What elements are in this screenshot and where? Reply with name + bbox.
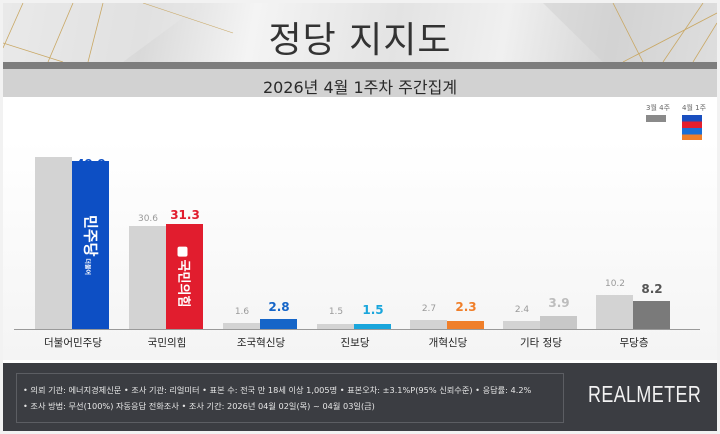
- bar-current: 국민의힘: [166, 224, 203, 329]
- bar-group-ppp: 30.6 31.3 국민의힘 국민의힘: [129, 140, 205, 360]
- page-subtitle: 2026년 4월 1주차 주간집계: [262, 78, 458, 97]
- bar-current: [354, 324, 391, 329]
- value-previous: 2.7: [421, 304, 437, 314]
- bar-current: [540, 316, 577, 329]
- category-label: 무당층: [619, 337, 649, 349]
- legend-swatch-current: [682, 115, 702, 141]
- bar-group-democratic: 51.1 49.9 민주당더불어 더불어민주당: [35, 140, 111, 360]
- bar-group-rebuilding: 1.6 2.8 조국혁신당: [223, 140, 299, 360]
- ppp-logo-icon: 국민의힘: [175, 246, 194, 307]
- page-title: 정당 지지도: [268, 20, 452, 61]
- bar-current: [447, 321, 484, 329]
- value-previous: 1.6: [234, 307, 250, 317]
- value-previous: 30.6: [137, 214, 159, 224]
- bar-current: [633, 301, 670, 329]
- category-label: 기타 정당: [520, 337, 562, 349]
- bar-group-reform: 2.7 2.3 개혁신당: [410, 140, 486, 360]
- value-current: 1.5: [362, 303, 384, 317]
- value-current: 8.2: [641, 282, 663, 296]
- survey-info-line-2: • 조사 방법: 무선(100%) 자동응답 전화조사 • 조사 기간: 202…: [23, 401, 375, 411]
- survey-info-line-1: • 의뢰 기관: 에너지경제신문 • 조사 기관: 리얼미터 • 표본 수: 전…: [23, 385, 532, 395]
- category-label: 개혁신당: [428, 337, 468, 349]
- bar-previous: [410, 320, 447, 329]
- value-current: 31.3: [170, 208, 200, 222]
- category-label: 국민의힘: [147, 337, 187, 349]
- header-divider: [3, 62, 717, 69]
- category-label: 진보당: [340, 337, 370, 349]
- bar-current: 민주당더불어: [72, 161, 109, 329]
- category-label: 더불어민주당: [44, 337, 102, 349]
- legend-label-previous: 3월 4주: [646, 104, 671, 112]
- bar-chart: 51.1 49.9 민주당더불어 더불어민주당 30.6 31.3 국민의힘 국…: [0, 140, 720, 360]
- bar-group-independent: 10.2 8.2 무당층: [596, 140, 672, 360]
- value-current: 3.9: [548, 296, 570, 310]
- value-previous: 10.2: [604, 279, 626, 289]
- value-current: 2.8: [268, 300, 290, 314]
- bar-previous: [596, 295, 633, 329]
- democratic-party-logo-icon: 민주당더불어: [81, 215, 99, 275]
- bar-previous: [503, 321, 540, 329]
- legend-label-current: 4월 1주: [682, 104, 707, 112]
- legend-swatch-previous: [646, 115, 666, 122]
- value-current: 2.3: [455, 300, 477, 314]
- value-previous: 2.4: [514, 305, 530, 315]
- bar-previous: [223, 323, 260, 329]
- title-band: 정당 지지도: [3, 3, 717, 62]
- survey-info-box: • 의뢰 기관: 에너지경제신문 • 조사 기관: 리얼미터 • 표본 수: 전…: [16, 373, 564, 423]
- chart-legend: 3월 4주 4월 1주: [640, 103, 710, 143]
- realmeter-logo: REALMETER: [588, 381, 702, 407]
- bar-previous: [317, 324, 354, 329]
- bar-group-others: 2.4 3.9 기타 정당: [503, 140, 579, 360]
- bar-group-progressive: 1.5 1.5 진보당: [317, 140, 393, 360]
- subtitle-band: 2026년 4월 1주차 주간집계: [3, 69, 717, 97]
- survey-footer: • 의뢰 기관: 에너지경제신문 • 조사 기관: 리얼미터 • 표본 수: 전…: [3, 363, 717, 431]
- bar-previous: [35, 157, 72, 329]
- value-previous: 1.5: [328, 307, 344, 317]
- x-axis-baseline: [14, 329, 700, 330]
- bar-previous: [129, 226, 166, 329]
- decorative-gold-lines-icon: [3, 3, 717, 62]
- bar-current: [260, 319, 297, 329]
- category-label: 조국혁신당: [236, 337, 286, 349]
